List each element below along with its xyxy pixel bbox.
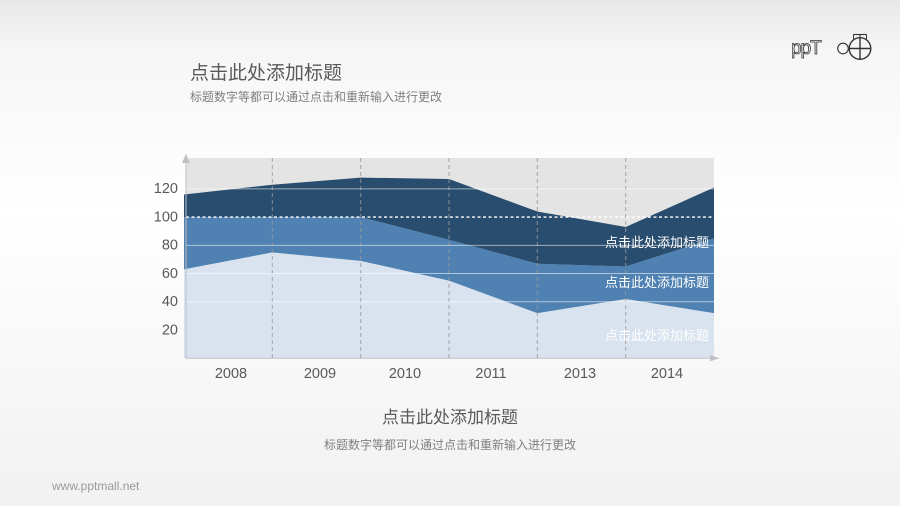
svg-text:点击此处添加标题: 点击此处添加标题 (605, 235, 709, 250)
svg-text:2009: 2009 (304, 366, 336, 382)
svg-text:2013: 2013 (564, 366, 596, 382)
svg-text:120: 120 (154, 181, 178, 197)
svg-text:40: 40 (162, 294, 178, 310)
svg-text:2011: 2011 (475, 366, 506, 382)
svg-text:ppT: ppT (792, 38, 822, 59)
svg-text:80: 80 (162, 238, 178, 254)
svg-text:60: 60 (162, 266, 178, 282)
svg-text:2008: 2008 (215, 366, 247, 382)
svg-text:20: 20 (162, 322, 178, 338)
svg-text:100: 100 (154, 210, 178, 226)
svg-text:点击此处添加标题: 点击此处添加标题 (605, 275, 709, 290)
svg-text:点击此处添加标题: 点击此处添加标题 (605, 328, 709, 343)
svg-text:2010: 2010 (389, 366, 421, 382)
svg-text:2014: 2014 (651, 366, 683, 382)
